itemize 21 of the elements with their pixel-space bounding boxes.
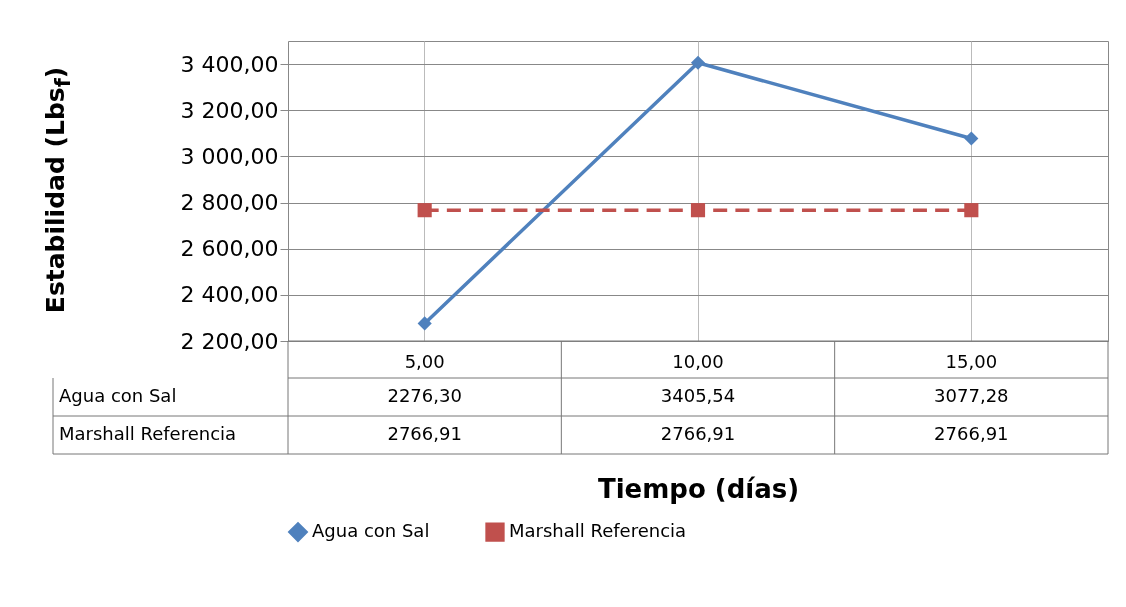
text: Marshall Referencia (59, 423, 237, 444)
data-label: 3405,54 (660, 385, 736, 406)
y-tick-label: 2 400,00 (180, 282, 279, 308)
legend-label: Agua con Sal (312, 520, 430, 542)
x-tick-label: 5,00 (404, 350, 445, 372)
x-tick-label: 10,00 (672, 350, 724, 372)
x-axis-title: Tiempo (días) (597, 473, 800, 504)
data-label: 2766,91 (387, 423, 462, 444)
y-tick-label: 3 400,00 (180, 51, 279, 77)
data-label: 2766,91 (934, 423, 1009, 444)
data-label: 2276,30 (387, 385, 462, 406)
data-label: 2766,91 (660, 423, 736, 444)
y-tick-label: 2 200,00 (180, 328, 279, 354)
text: Agua con Sal (59, 385, 177, 406)
y-tick-label: 2 800,00 (180, 190, 279, 216)
data-label: 3077,28 (934, 385, 1009, 406)
legend-label: Marshall Referencia (509, 520, 687, 542)
x-tick-label: 15,00 (945, 350, 998, 372)
y-tick-label: 3 000,00 (180, 143, 279, 169)
y-tick-label: 2 600,00 (180, 236, 279, 262)
y-tick-label: 3 200,00 (180, 97, 279, 123)
